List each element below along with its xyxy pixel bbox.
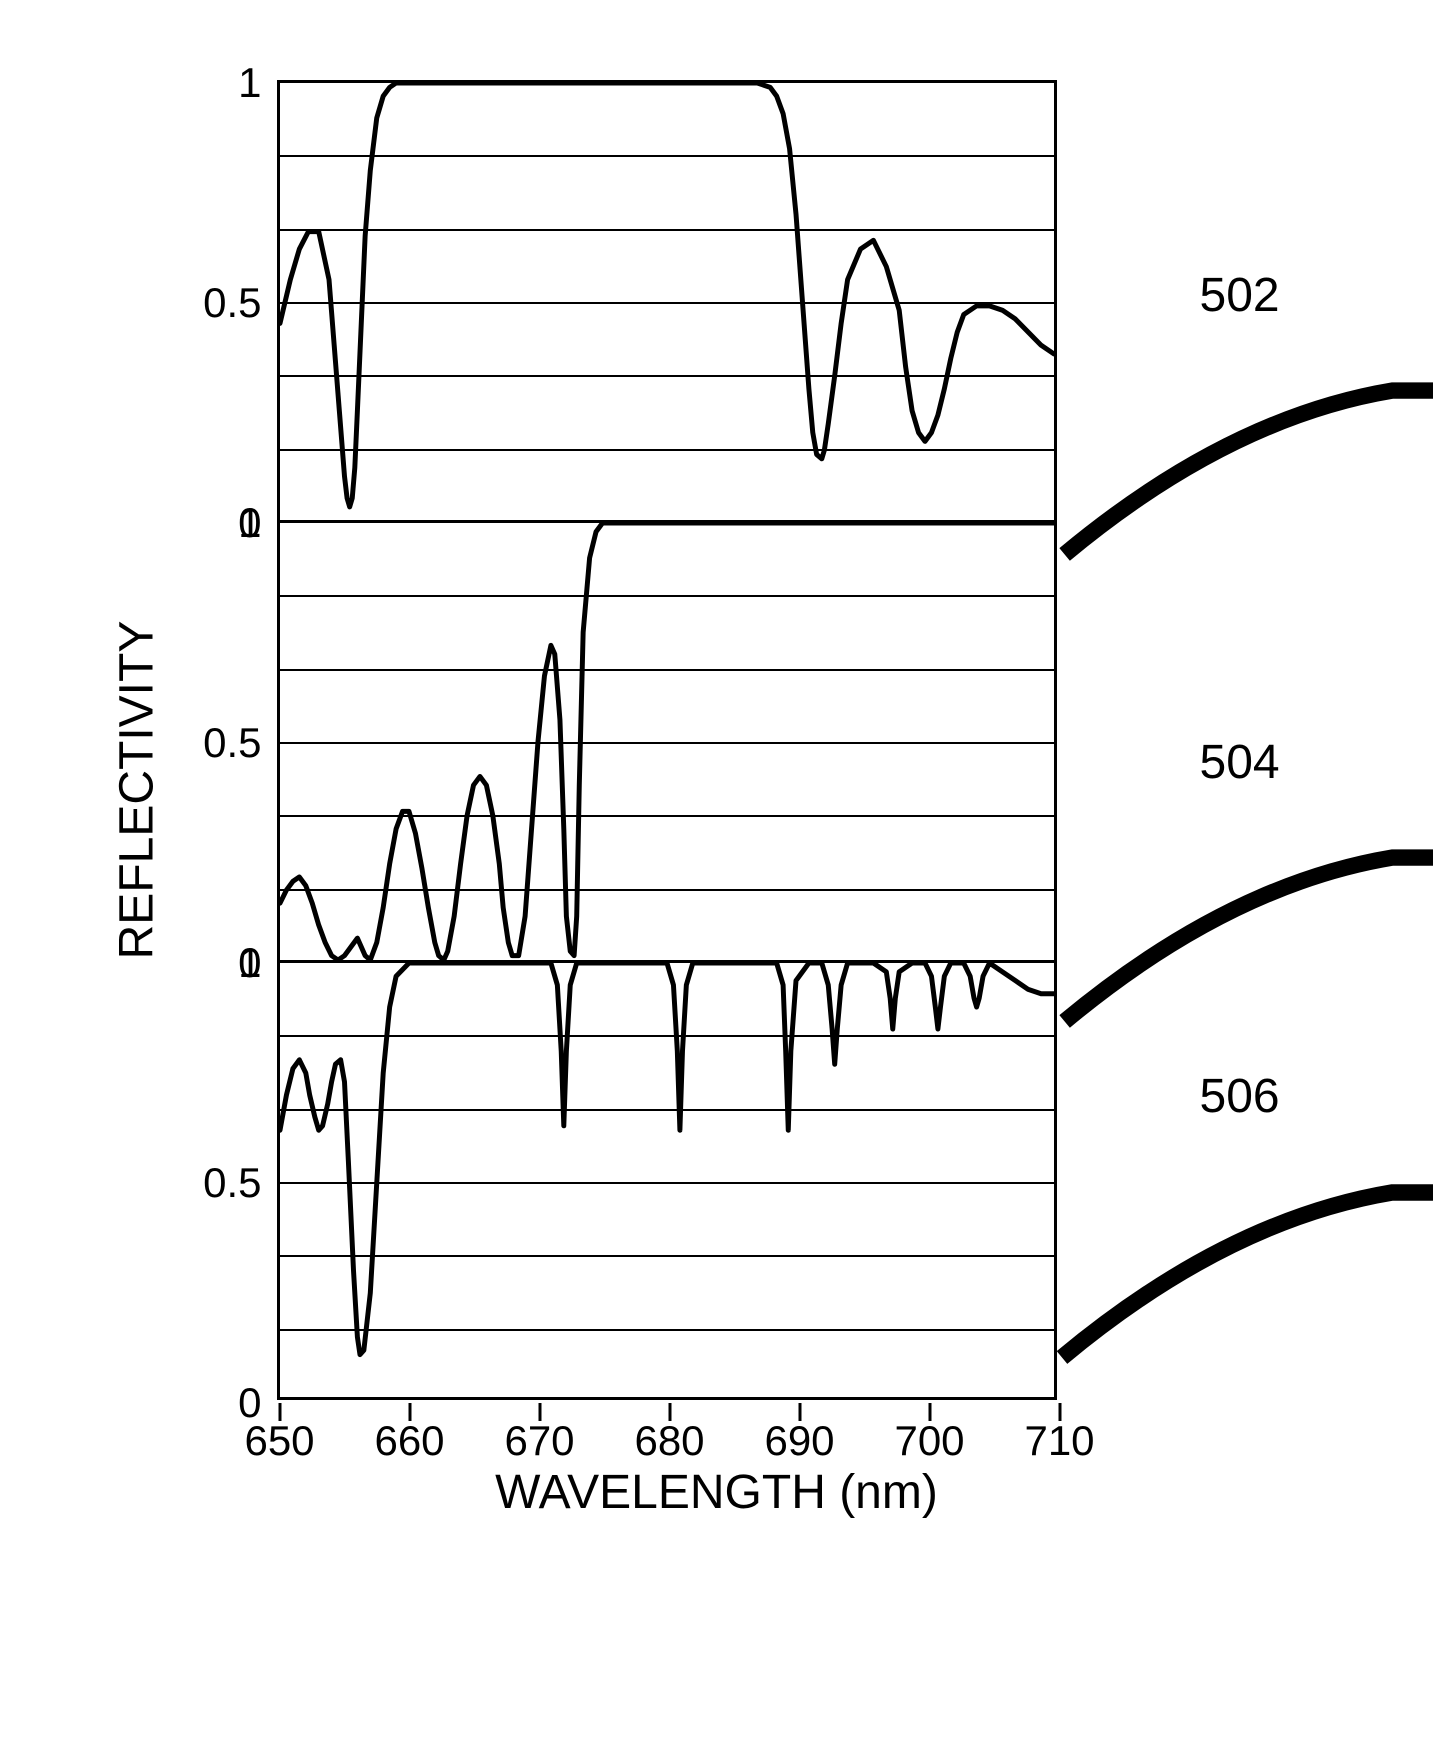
y-tick-label: 0.5 <box>203 1159 261 1207</box>
x-tick-label: 700 <box>894 1417 964 1465</box>
x-tick-label: 690 <box>764 1417 834 1465</box>
y-axis-title: REFLECTIVITY <box>109 621 164 960</box>
y-tick-label: 0.5 <box>203 719 261 767</box>
plot-stack: 00.5150200.5150400.515066506606706806907… <box>277 80 1057 1400</box>
callout-leader <box>1060 254 1433 691</box>
x-tick-label: 660 <box>374 1417 444 1465</box>
x-tick-label: 650 <box>244 1417 314 1465</box>
chart-svg <box>280 83 1054 520</box>
x-tick-label: 680 <box>634 1417 704 1465</box>
chart-panel: 00.51506650660670680690700710 <box>280 963 1054 1403</box>
y-tick-label: 1 <box>238 939 261 987</box>
chart-panel: 00.51502 <box>280 83 1054 523</box>
callout-leader <box>1060 1055 1433 1495</box>
series-line <box>280 963 1054 1355</box>
x-tick-label: 670 <box>504 1417 574 1465</box>
series-line <box>280 523 1054 960</box>
x-tick-label: 710 <box>1024 1417 1094 1465</box>
figure: REFLECTIVITY 00.5150200.5150400.51506650… <box>117 40 1317 1540</box>
chart-svg <box>280 963 1054 1403</box>
chart-panel: 00.51504 <box>280 523 1054 963</box>
y-tick-label: 0.5 <box>203 279 261 327</box>
series-line <box>280 83 1054 507</box>
y-tick-label: 1 <box>238 499 261 547</box>
y-tick-label: 1 <box>238 59 261 107</box>
x-axis-title: WAVELENGTH (nm) <box>495 1465 938 1520</box>
chart-svg <box>280 523 1054 960</box>
